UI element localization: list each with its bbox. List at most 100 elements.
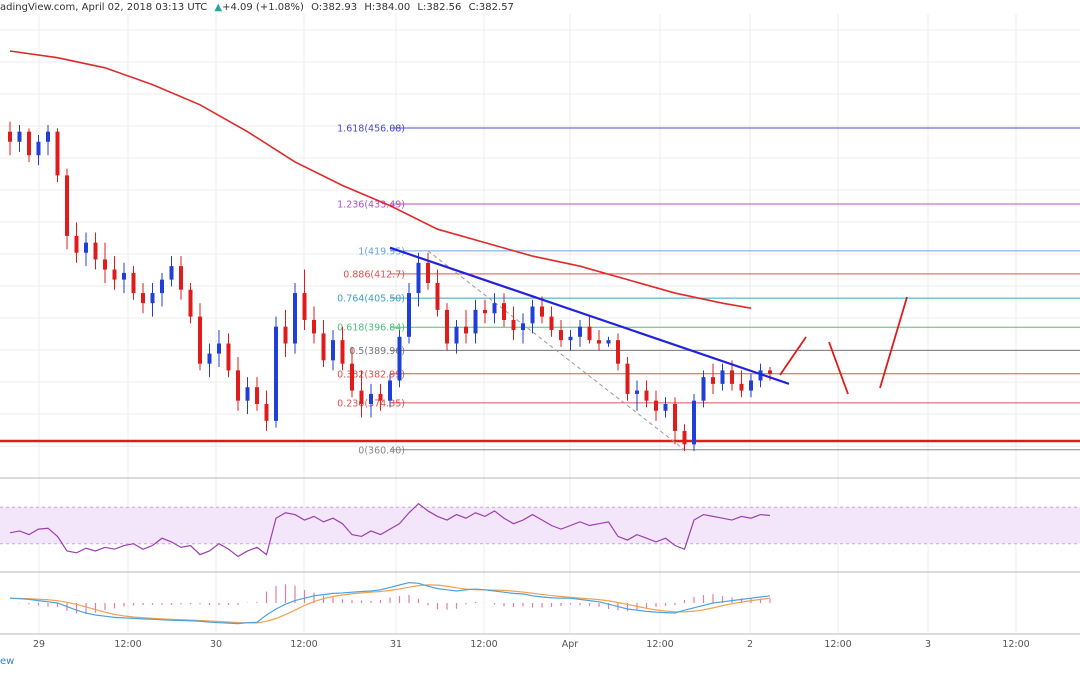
candle-23 — [226, 343, 231, 371]
candle-64 — [616, 340, 620, 364]
candle-2 — [27, 131, 31, 156]
rsi-band — [0, 507, 1080, 544]
candle-59 — [568, 336, 573, 341]
rsi-line — [9, 502, 771, 558]
candle-8 — [84, 242, 88, 253]
candle-16 — [160, 279, 164, 294]
candle-29 — [283, 326, 288, 344]
candle-32 — [312, 319, 316, 334]
symbol-header: adingView.com, April 02, 2018 03:13 UTC … — [0, 2, 514, 13]
footer-link[interactable]: ew — [0, 656, 15, 667]
candle-43 — [416, 262, 421, 294]
change-arrow-icon: ▲ — [214, 2, 223, 13]
candle-75 — [720, 370, 725, 384]
candle-0 — [8, 131, 12, 142]
candle-27 — [264, 404, 269, 421]
candle-19 — [188, 289, 193, 317]
fib-label-5: 0.618(396.84) — [337, 323, 405, 334]
header-low-label: L: — [417, 2, 427, 13]
candle-40 — [388, 380, 392, 401]
fib-label-9: 0(360.40) — [358, 445, 405, 456]
candle-57 — [549, 316, 554, 331]
candle-36 — [350, 363, 354, 391]
candle-21 — [207, 353, 212, 364]
candle-3 — [36, 141, 41, 156]
header-source: adingView.com, April 02, 2018 03:13 UTC — [0, 2, 208, 13]
trend-line — [389, 246, 790, 385]
candle-61 — [587, 326, 592, 341]
candle-41 — [397, 336, 402, 381]
candle-24 — [236, 370, 240, 401]
candle-49 — [473, 309, 478, 334]
candle-66 — [635, 390, 639, 394]
candle-72 — [692, 400, 696, 445]
x-tick-label-5: 12:00 — [470, 639, 497, 650]
candle-39 — [378, 393, 383, 401]
macd-line — [9, 581, 771, 625]
candle-13 — [131, 272, 136, 294]
candle-63 — [606, 340, 611, 344]
candle-14 — [141, 293, 145, 304]
x-tick-label-6: Apr — [562, 639, 579, 650]
candle-28 — [274, 326, 278, 421]
candle-53 — [511, 319, 516, 331]
candle-33 — [321, 333, 326, 361]
candle-51 — [492, 303, 497, 314]
candle-74 — [711, 377, 715, 384]
candle-10 — [103, 259, 107, 270]
x-tick-label-1: 12:00 — [114, 639, 141, 650]
fib-label-4: 0.764(405.50) — [337, 294, 405, 305]
projection-line-2 — [879, 296, 908, 389]
fib-dashed-line — [427, 250, 685, 451]
candle-79 — [758, 370, 763, 381]
candle-5 — [55, 131, 60, 176]
candle-50 — [483, 309, 487, 314]
candle-52 — [502, 303, 506, 320]
candle-15 — [150, 293, 155, 304]
fib-label-7: 0.382(382.99) — [337, 369, 405, 380]
header-high-label: H: — [364, 2, 376, 13]
candle-37 — [359, 390, 364, 405]
candle-60 — [578, 326, 582, 337]
header-change: +4.09 (+1.08%) — [222, 2, 304, 13]
header-high: 384.00 — [375, 2, 411, 13]
candle-77 — [739, 383, 744, 391]
candle-26 — [255, 387, 259, 405]
sma-line — [9, 50, 752, 309]
x-tick-label-3: 12:00 — [290, 639, 317, 650]
header-open-label: O: — [311, 2, 323, 13]
candle-70 — [673, 404, 677, 431]
candle-30 — [293, 293, 297, 344]
candle-38 — [369, 393, 373, 405]
header-low: 382.56 — [426, 2, 462, 13]
candle-1 — [17, 131, 22, 142]
candle-47 — [454, 326, 459, 344]
x-tick-label-0: 29 — [33, 639, 45, 650]
candle-9 — [93, 242, 98, 260]
candle-44 — [426, 262, 430, 283]
candle-73 — [701, 377, 706, 401]
candle-7 — [74, 235, 79, 253]
fib-label-6: 0.5(389.96) — [349, 346, 405, 357]
candle-80 — [768, 370, 772, 374]
x-tick-label-11: 12:00 — [1002, 639, 1029, 650]
candle-4 — [46, 131, 50, 142]
header-open: 382.93 — [322, 2, 358, 13]
candle-67 — [644, 390, 649, 401]
candle-68 — [654, 400, 658, 411]
candle-45 — [435, 282, 440, 310]
candle-56 — [540, 306, 544, 317]
candle-18 — [179, 266, 183, 290]
projection-line-0 — [779, 336, 807, 376]
candle-25 — [245, 387, 250, 401]
candle-6 — [65, 175, 69, 236]
candle-42 — [407, 293, 411, 337]
fib-label-0: 1.618(456.08) — [337, 124, 405, 135]
candle-62 — [597, 340, 601, 344]
x-tick-label-10: 3 — [925, 639, 931, 650]
header-close: 382.57 — [478, 2, 514, 13]
candle-46 — [445, 309, 449, 344]
candle-54 — [521, 323, 525, 331]
candle-48 — [464, 326, 468, 334]
